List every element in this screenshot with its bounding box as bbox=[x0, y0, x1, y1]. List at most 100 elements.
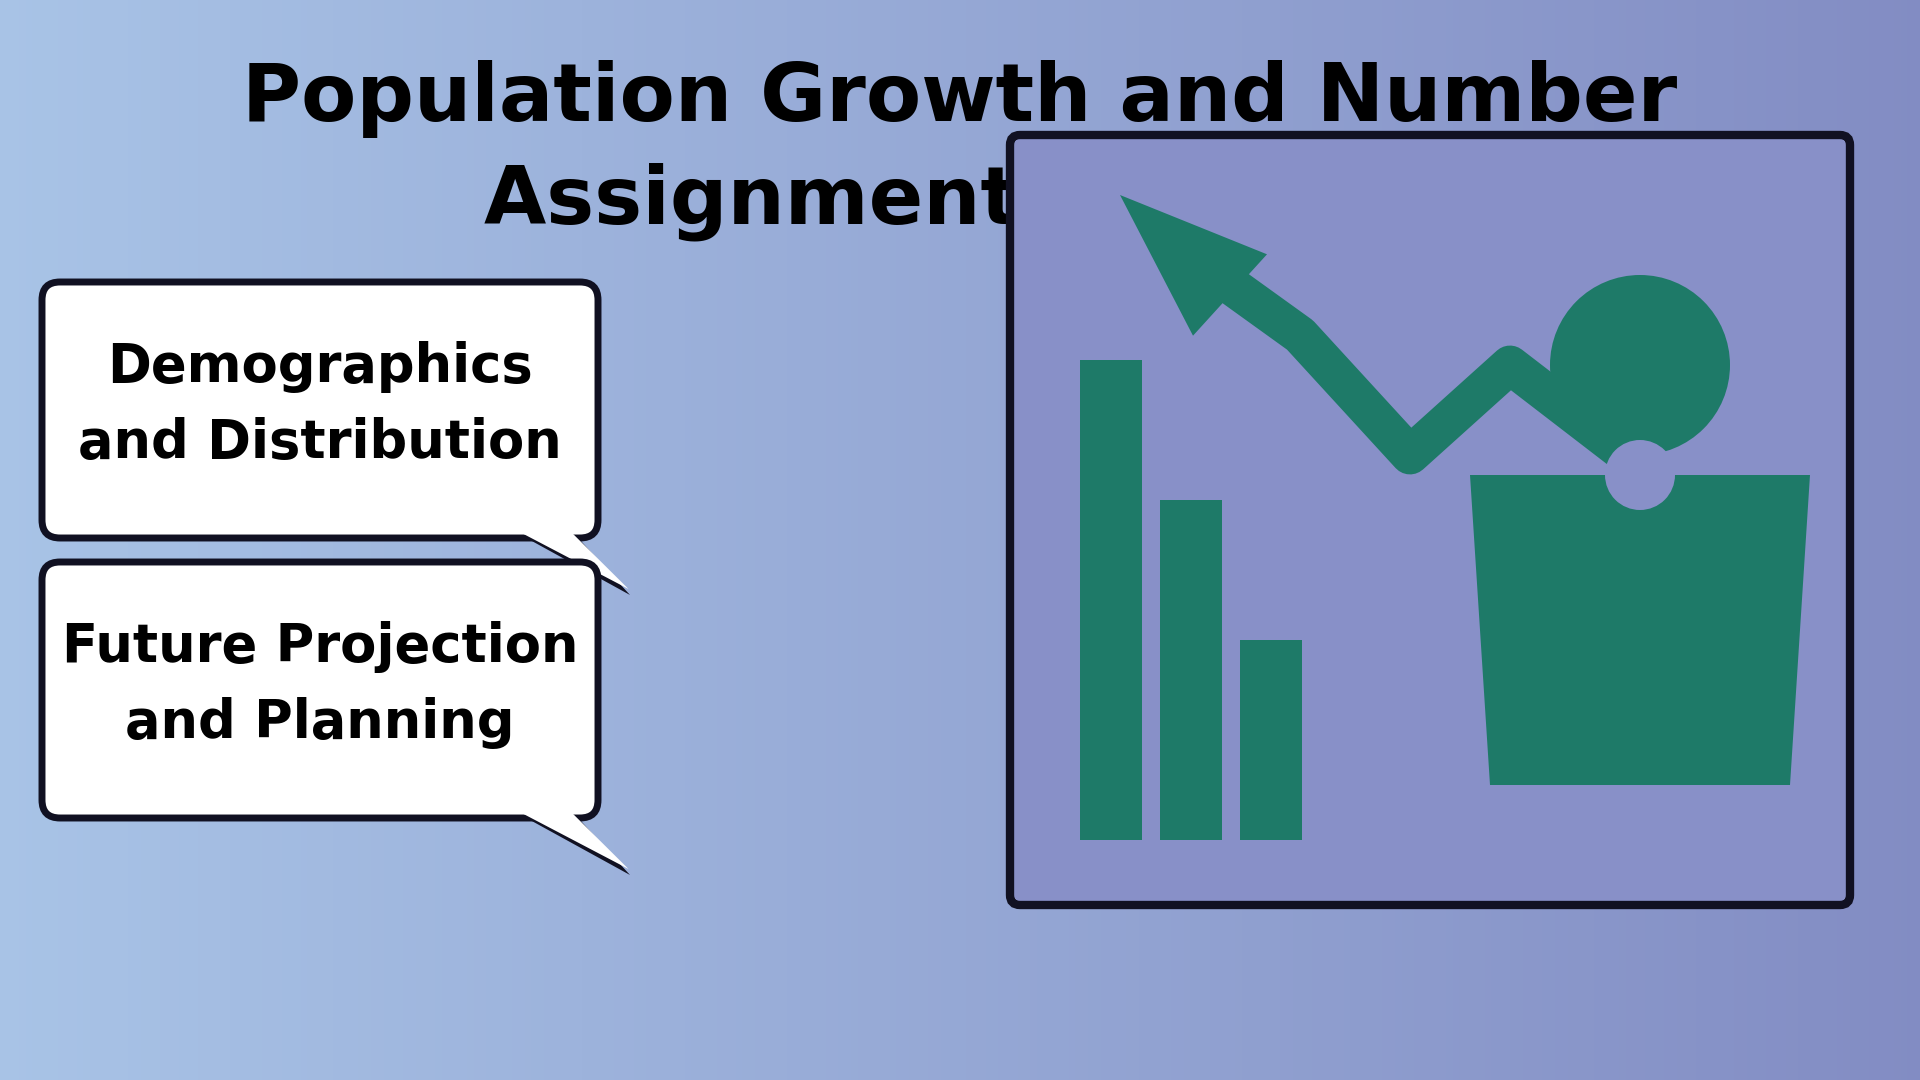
Bar bbox=[77, 0, 83, 1080]
Bar bbox=[1786, 0, 1791, 1080]
Bar bbox=[1407, 0, 1415, 1080]
Bar bbox=[1306, 0, 1311, 1080]
Bar bbox=[1190, 0, 1196, 1080]
Bar bbox=[620, 0, 628, 1080]
Bar bbox=[217, 0, 225, 1080]
Bar bbox=[1703, 0, 1709, 1080]
Bar bbox=[1286, 0, 1292, 1080]
Bar bbox=[1254, 0, 1261, 1080]
Bar bbox=[1037, 0, 1043, 1080]
Bar bbox=[1511, 0, 1517, 1080]
Bar bbox=[1281, 0, 1286, 1080]
Bar bbox=[422, 0, 428, 1080]
Bar bbox=[877, 0, 883, 1080]
Bar bbox=[1684, 0, 1690, 1080]
Bar bbox=[639, 0, 647, 1080]
Bar bbox=[1676, 0, 1684, 1080]
Bar bbox=[922, 0, 927, 1080]
Bar bbox=[255, 0, 263, 1080]
Bar bbox=[532, 0, 538, 1080]
Bar bbox=[1382, 0, 1388, 1080]
Bar bbox=[1114, 0, 1119, 1080]
Bar bbox=[889, 0, 897, 1080]
Bar bbox=[1421, 0, 1427, 1080]
Bar bbox=[1709, 0, 1715, 1080]
Bar bbox=[1715, 0, 1722, 1080]
Bar bbox=[90, 0, 96, 1080]
Circle shape bbox=[1605, 440, 1674, 510]
Bar bbox=[1446, 0, 1453, 1080]
Bar bbox=[1018, 0, 1023, 1080]
Bar bbox=[1517, 0, 1523, 1080]
Bar bbox=[685, 0, 691, 1080]
Bar bbox=[493, 0, 499, 1080]
Bar bbox=[167, 0, 173, 1080]
Bar bbox=[1357, 0, 1363, 1080]
Bar bbox=[1542, 0, 1549, 1080]
Bar bbox=[897, 0, 902, 1080]
Bar bbox=[1549, 0, 1555, 1080]
Bar bbox=[58, 0, 63, 1080]
Bar bbox=[1031, 0, 1037, 1080]
Bar bbox=[409, 0, 417, 1080]
Bar bbox=[1133, 0, 1139, 1080]
Bar bbox=[275, 0, 282, 1080]
Bar bbox=[1837, 0, 1843, 1080]
Polygon shape bbox=[490, 518, 630, 595]
Bar bbox=[735, 0, 743, 1080]
Bar bbox=[83, 0, 90, 1080]
Bar bbox=[941, 0, 947, 1080]
Bar bbox=[1089, 0, 1094, 1080]
Bar bbox=[121, 0, 129, 1080]
Bar bbox=[44, 0, 52, 1080]
Bar bbox=[1632, 0, 1638, 1080]
Bar bbox=[724, 0, 730, 1080]
Bar bbox=[1369, 0, 1377, 1080]
Bar bbox=[1177, 0, 1185, 1080]
Bar bbox=[1761, 0, 1766, 1080]
Bar bbox=[403, 0, 409, 1080]
Bar bbox=[346, 0, 351, 1080]
Bar bbox=[1536, 0, 1542, 1080]
Bar bbox=[582, 0, 589, 1080]
Bar bbox=[313, 0, 321, 1080]
Bar bbox=[628, 0, 634, 1080]
Bar bbox=[1695, 0, 1703, 1080]
Bar bbox=[634, 0, 639, 1080]
Bar bbox=[1574, 0, 1580, 1080]
Bar bbox=[250, 0, 255, 1080]
Bar bbox=[1843, 0, 1849, 1080]
Bar bbox=[935, 0, 941, 1080]
Bar bbox=[1588, 0, 1594, 1080]
Bar bbox=[908, 0, 916, 1080]
Bar bbox=[993, 0, 998, 1080]
Bar bbox=[601, 0, 609, 1080]
Bar bbox=[614, 0, 620, 1080]
Bar bbox=[1158, 0, 1165, 1080]
Bar bbox=[666, 0, 672, 1080]
Bar bbox=[140, 0, 148, 1080]
Bar bbox=[1300, 0, 1306, 1080]
Bar bbox=[1363, 0, 1369, 1080]
Bar bbox=[576, 0, 582, 1080]
Bar bbox=[1229, 0, 1235, 1080]
Bar bbox=[390, 0, 397, 1080]
Bar bbox=[1204, 0, 1210, 1080]
Bar bbox=[1473, 0, 1478, 1080]
Bar bbox=[870, 0, 877, 1080]
Bar bbox=[518, 0, 524, 1080]
Circle shape bbox=[1549, 275, 1730, 455]
Bar bbox=[211, 0, 217, 1080]
Bar bbox=[148, 0, 154, 1080]
Bar bbox=[1882, 0, 1887, 1080]
Bar bbox=[332, 0, 340, 1080]
Bar bbox=[154, 0, 159, 1080]
Bar bbox=[551, 0, 557, 1080]
Bar bbox=[1223, 0, 1229, 1080]
Bar bbox=[659, 0, 666, 1080]
Bar bbox=[513, 0, 518, 1080]
Text: Population Growth and Number
Assignment Patterns: Population Growth and Number Assignment … bbox=[242, 60, 1678, 241]
FancyBboxPatch shape bbox=[42, 562, 597, 818]
Bar bbox=[52, 0, 58, 1080]
Bar bbox=[71, 0, 77, 1080]
